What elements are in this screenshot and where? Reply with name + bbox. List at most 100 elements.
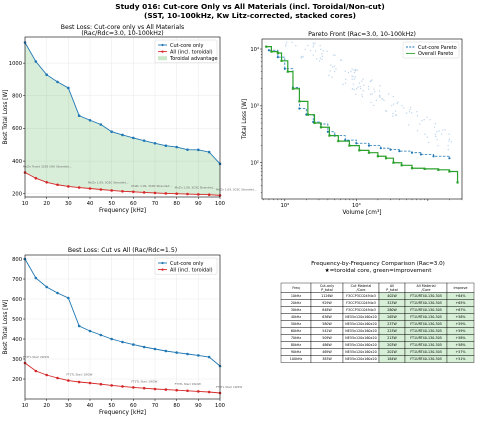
- chart2-series-1-point: [448, 170, 451, 173]
- chart3-series-1-point: [132, 386, 135, 389]
- chart1-series-1-point: [45, 181, 48, 184]
- chart2-design-point: [331, 76, 333, 78]
- chart3-series-0-point: [186, 352, 189, 356]
- chart2-design-point: [421, 120, 423, 122]
- chart1-legend-label: All (incl. toroidal): [170, 49, 213, 55]
- table-cell-text: 70kHz: [291, 336, 302, 340]
- chart1-series-1-point: [153, 191, 157, 195]
- table-cell-text: +58%: [455, 315, 465, 319]
- chart2-series-1-point: [328, 134, 331, 137]
- chart1-legend: [154, 39, 218, 63]
- chart2-series-0-point: [432, 155, 435, 158]
- chart1-ylabel: Best Total Loss [W]: [3, 90, 9, 145]
- table-header-label: All: [390, 284, 394, 288]
- chart2-design-point: [357, 86, 359, 88]
- chart2-design-point: [450, 141, 453, 143]
- chart1-legend-marker: [161, 50, 164, 53]
- chart3-series-0-point: [88, 329, 92, 333]
- table-cell-text: FT1URT40-130-305: [410, 301, 442, 305]
- chart2-design-point: [429, 119, 431, 121]
- chart2-design-point: [385, 109, 387, 112]
- chart2-design-point: [391, 104, 393, 107]
- table-cell-text: NE55x120x160x20: [345, 322, 376, 326]
- chart3-xtick-label: 40: [87, 403, 94, 409]
- table-cell-text: 383W: [322, 357, 332, 361]
- chart3-ytick-label: 400: [12, 337, 22, 343]
- chart2-design-point: [351, 75, 353, 77]
- chart2-design-point: [344, 70, 346, 72]
- chart3-series-line-1: [24, 362, 221, 394]
- table-header-label: P_total: [386, 288, 398, 292]
- chart3-series-1-point: [34, 369, 38, 373]
- chart1-series-0-point: [56, 80, 59, 84]
- chart2-design-point: [370, 101, 372, 104]
- chart2-design-point: [312, 42, 314, 44]
- chart2-series-1-point: [376, 155, 379, 158]
- chart2-series-1-point: [298, 100, 301, 103]
- chart2-design-point: [358, 82, 361, 84]
- chart2-series-1-line: [266, 46, 459, 183]
- chart2-design-point: [354, 76, 356, 78]
- chart1-series-1-point: [132, 190, 135, 194]
- chart1-series-0-point: [34, 60, 38, 63]
- chart2-design-point: [371, 79, 373, 81]
- chart1-series-1-point: [67, 185, 70, 188]
- chart1-ytick-label: 600: [12, 126, 22, 132]
- chart3-annotation: FT3TL Stacl 1W2W: [216, 385, 242, 389]
- chart1-toroidal-advantage-area: [25, 42, 220, 196]
- chart1-series-0-point: [88, 118, 92, 122]
- chart2-design-point: [329, 70, 331, 72]
- chart1-xtick-label: 20: [43, 201, 50, 207]
- chart1-legend-marker: [161, 43, 164, 47]
- table-cell-text: 469W: [322, 350, 332, 354]
- table-cell-text: 203W: [387, 343, 397, 347]
- chart2-design-point: [331, 66, 334, 68]
- table-cell: [446, 355, 475, 363]
- chart2-design-point: [379, 85, 381, 87]
- chart1-series-1-point: [207, 193, 211, 197]
- chart2-design-point: [355, 93, 357, 95]
- chart2-design-point: [373, 88, 375, 90]
- chart2-design-point: [369, 81, 371, 83]
- chart2-series-1-point: [286, 70, 289, 73]
- chart1-xtick-label: 90: [195, 201, 202, 207]
- chart2-series-1-point: [276, 51, 279, 55]
- chart1-series-0-point: [153, 141, 157, 145]
- chart2-legend: [402, 41, 460, 59]
- chart2-series-0-point: [326, 130, 329, 133]
- chart1-series-1-point: [121, 189, 124, 193]
- chart2-design-point: [448, 140, 450, 142]
- chart2-design-point: [375, 99, 377, 101]
- chart2-design-point: [356, 69, 358, 71]
- chart1-annotation: MnZn 1.09, 3C9C Stranded...: [175, 186, 216, 190]
- table-header-label: /Core: [422, 288, 431, 292]
- chart2-design-point: [359, 85, 361, 88]
- chart3-series-0-point: [207, 355, 211, 359]
- chart2-series-0-point: [298, 107, 301, 110]
- chart2-design-point: [394, 114, 397, 116]
- chart3-series-1-point: [207, 390, 211, 394]
- chart3-series-1-point: [175, 388, 178, 392]
- chart2-design-point: [385, 111, 388, 113]
- chart1-xtick-label: 30: [65, 201, 72, 207]
- chart2-design-point: [361, 94, 363, 96]
- chart1-series-1-point: [186, 192, 189, 196]
- chart3-series-line-0: [24, 258, 221, 367]
- chart3-ytick-label: 300: [12, 357, 22, 363]
- chart2-title: Pareto Front (Rac=3.0, 10-100kHz): [308, 31, 416, 38]
- table-cell-text: FT1URT40-130-305: [410, 315, 442, 319]
- chart1-ytick-label: 1000: [9, 61, 22, 67]
- chart3-series-1-point: [153, 387, 157, 391]
- chart1-title-line2: (Rac/Rdc=3.0, 10-100kHz): [81, 30, 163, 37]
- chart2-ylabel: Total Loss [W]: [242, 99, 248, 140]
- chart2-series-0-line: [268, 49, 450, 159]
- table-cell-text: 542W: [322, 329, 332, 333]
- table-subtitle: ★=toroidal core, green=improvement: [324, 268, 432, 274]
- chart3-annotation: FT3TL Stacl 1W2W: [66, 373, 92, 377]
- chart2-design-point: [411, 112, 413, 114]
- chart1-series-1-point: [77, 186, 81, 189]
- chart3-xtick-label: 10: [22, 403, 29, 409]
- chart2-design-point: [332, 54, 334, 56]
- chart2-legend-label: Cut-core Pareto: [418, 45, 457, 51]
